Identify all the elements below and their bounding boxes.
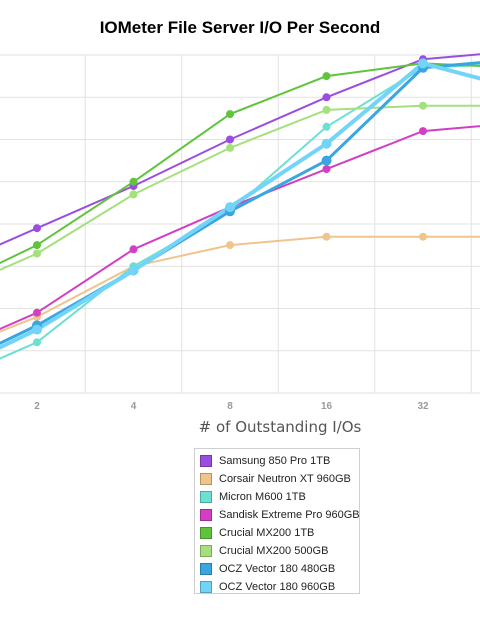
- data-point: [321, 138, 332, 149]
- data-point: [322, 165, 331, 174]
- series-line: [0, 235, 480, 333]
- data-point: [33, 241, 41, 250]
- data-point: [419, 127, 427, 136]
- legend-item: Crucial MX200 1TB: [195, 524, 359, 542]
- data-point: [129, 245, 138, 254]
- legend-label: Crucial MX200 1TB: [219, 527, 315, 539]
- data-point: [419, 232, 427, 241]
- legend-item: OCZ Vector 180 480GB: [195, 560, 359, 578]
- data-point: [322, 72, 331, 81]
- data-point: [322, 232, 331, 241]
- legend-swatch: [200, 545, 212, 557]
- legend-item: Sandisk Extreme Pro 960GB: [195, 506, 360, 524]
- data-point: [226, 241, 234, 250]
- data-point: [225, 202, 235, 213]
- legend-swatch: [200, 509, 212, 521]
- series-points: [32, 55, 428, 347]
- x-tick-label: 2: [34, 401, 40, 412]
- legend-swatch: [200, 455, 212, 467]
- data-point: [419, 101, 427, 110]
- legend-label: Samsung 850 Pro 1TB: [219, 455, 331, 467]
- data-point: [226, 110, 234, 119]
- legend-label: Crucial MX200 500GB: [219, 545, 329, 557]
- chart-legend: Samsung 850 Pro 1TB Corsair Neutron XT 96…: [194, 448, 360, 594]
- data-point: [33, 249, 41, 258]
- data-point: [32, 324, 42, 335]
- data-point: [322, 105, 331, 114]
- legend-item: Crucial MX200 500GB: [195, 542, 359, 560]
- legend-item: Micron M600 1TB: [195, 488, 359, 506]
- legend-label: OCZ Vector 180 480GB: [219, 563, 336, 575]
- data-point: [226, 143, 234, 152]
- data-point: [129, 177, 138, 186]
- data-point: [322, 122, 331, 131]
- chart-title: IOMeter File Server I/O Per Second: [99, 18, 381, 37]
- data-point: [418, 58, 428, 69]
- data-point: [33, 224, 41, 233]
- x-tick-label: 4: [131, 401, 137, 412]
- legend-item: Corsair Neutron XT 960GB: [195, 470, 359, 488]
- legend-label: Micron M600 1TB: [219, 491, 306, 503]
- legend-swatch: [200, 563, 212, 575]
- data-point: [33, 308, 41, 317]
- legend-label: OCZ Vector 180 960GB: [219, 581, 336, 593]
- legend-item: OCZ Vector 180 960GB: [195, 578, 359, 596]
- series-line: [0, 125, 480, 331]
- legend-swatch: [200, 473, 212, 485]
- x-tick-label: 8: [227, 401, 233, 412]
- legend-swatch: [200, 581, 212, 593]
- x-tick-label: 32: [417, 401, 429, 412]
- data-point: [321, 155, 332, 166]
- x-tick-labels: 2 4 8 16 32: [34, 401, 429, 412]
- series-lines: [0, 53, 480, 360]
- x-tick-label: 16: [321, 401, 333, 412]
- data-point: [33, 338, 41, 347]
- x-axis-label: # of Outstanding I/Os: [198, 418, 362, 436]
- data-point: [322, 93, 331, 102]
- data-point: [226, 135, 234, 144]
- legend-swatch: [200, 527, 212, 539]
- legend-label: Corsair Neutron XT 960GB: [219, 473, 351, 485]
- legend-item: Samsung 850 Pro 1TB: [195, 452, 359, 470]
- data-point: [128, 265, 139, 276]
- data-point: [129, 190, 138, 199]
- legend-label: Sandisk Extreme Pro 960GB: [219, 509, 360, 521]
- legend-swatch: [200, 491, 212, 503]
